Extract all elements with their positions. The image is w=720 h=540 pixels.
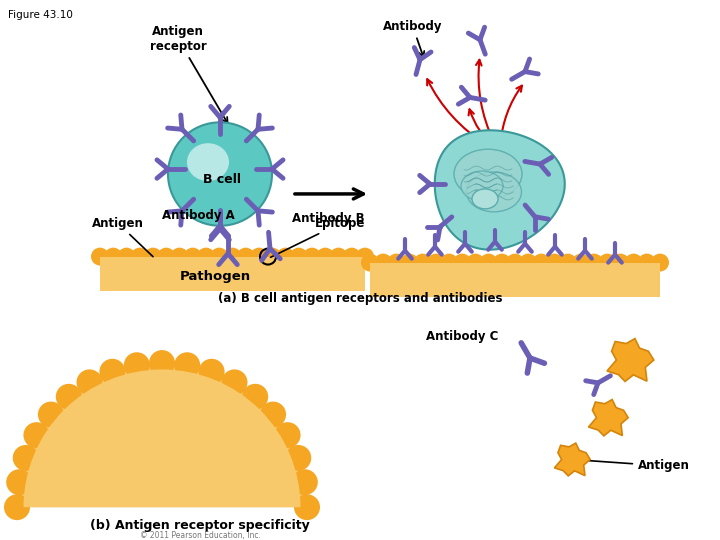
Circle shape — [124, 352, 150, 378]
Circle shape — [467, 254, 485, 272]
Circle shape — [625, 254, 643, 272]
Text: Antibody B: Antibody B — [292, 212, 364, 225]
Polygon shape — [588, 400, 628, 436]
Wedge shape — [24, 369, 300, 507]
Circle shape — [242, 384, 269, 410]
Circle shape — [427, 254, 445, 272]
Circle shape — [4, 494, 30, 520]
Bar — [100, 256, 365, 292]
Circle shape — [330, 248, 348, 266]
Bar — [100, 256, 365, 292]
Circle shape — [480, 254, 498, 272]
Text: Antibody: Antibody — [383, 20, 443, 57]
Circle shape — [99, 359, 125, 384]
Circle shape — [651, 254, 669, 272]
Circle shape — [144, 248, 162, 266]
Circle shape — [611, 254, 629, 272]
Circle shape — [454, 254, 472, 272]
Polygon shape — [435, 130, 564, 249]
Circle shape — [492, 254, 510, 272]
Circle shape — [400, 254, 418, 272]
Circle shape — [250, 248, 268, 266]
Text: Antigen
receptor: Antigen receptor — [150, 25, 228, 123]
Bar — [370, 262, 660, 298]
Wedge shape — [17, 363, 307, 507]
Ellipse shape — [454, 149, 522, 199]
Circle shape — [374, 254, 392, 272]
Text: B cell: B cell — [203, 172, 241, 186]
Circle shape — [174, 352, 200, 378]
Circle shape — [289, 248, 307, 266]
Circle shape — [76, 369, 102, 395]
Circle shape — [598, 254, 616, 272]
Circle shape — [546, 254, 564, 272]
Circle shape — [638, 254, 656, 272]
Circle shape — [264, 248, 282, 266]
Circle shape — [117, 248, 135, 266]
Circle shape — [55, 384, 82, 410]
Ellipse shape — [461, 171, 503, 201]
Circle shape — [104, 248, 122, 266]
Text: (b) Antigen receptor specificity: (b) Antigen receptor specificity — [90, 518, 310, 531]
Circle shape — [303, 248, 321, 266]
Polygon shape — [607, 339, 654, 381]
Circle shape — [572, 254, 590, 272]
Polygon shape — [554, 443, 590, 476]
Circle shape — [440, 254, 458, 272]
Text: © 2011 Pearson Education, Inc.: © 2011 Pearson Education, Inc. — [140, 531, 261, 539]
Circle shape — [294, 494, 320, 520]
Circle shape — [414, 254, 432, 272]
Ellipse shape — [467, 172, 521, 212]
Circle shape — [356, 248, 374, 266]
Text: Antibody C: Antibody C — [426, 329, 498, 343]
Circle shape — [361, 254, 379, 272]
Circle shape — [343, 248, 361, 266]
Circle shape — [285, 445, 311, 471]
Circle shape — [210, 248, 228, 266]
Circle shape — [157, 248, 175, 266]
Circle shape — [585, 254, 603, 272]
Circle shape — [38, 402, 64, 428]
Circle shape — [171, 248, 189, 266]
Circle shape — [532, 254, 550, 272]
Circle shape — [260, 402, 286, 428]
Text: Figure 43.10: Figure 43.10 — [8, 10, 73, 20]
Text: Antibody A: Antibody A — [161, 210, 235, 222]
Circle shape — [6, 469, 32, 495]
Bar — [370, 262, 660, 298]
Circle shape — [519, 254, 537, 272]
Text: Antigen: Antigen — [577, 457, 690, 472]
Circle shape — [223, 248, 241, 266]
Circle shape — [559, 254, 577, 272]
Ellipse shape — [187, 143, 229, 181]
Circle shape — [387, 254, 405, 272]
Circle shape — [149, 350, 175, 376]
Circle shape — [168, 123, 272, 226]
Circle shape — [276, 248, 294, 266]
Text: Pathogen: Pathogen — [179, 270, 251, 283]
Circle shape — [222, 369, 248, 395]
Circle shape — [184, 248, 202, 266]
Circle shape — [316, 248, 334, 266]
Circle shape — [91, 248, 109, 266]
Circle shape — [24, 422, 50, 448]
Circle shape — [237, 248, 255, 266]
Circle shape — [197, 248, 215, 266]
Circle shape — [274, 422, 300, 448]
Circle shape — [506, 254, 524, 272]
Text: Epitope: Epitope — [271, 217, 365, 258]
Circle shape — [292, 469, 318, 495]
Circle shape — [13, 445, 39, 471]
Circle shape — [131, 248, 149, 266]
Text: (a) B cell antigen receptors and antibodies: (a) B cell antigen receptors and antibod… — [217, 292, 503, 305]
Text: Antigen: Antigen — [92, 217, 153, 256]
Ellipse shape — [472, 189, 498, 209]
Circle shape — [199, 359, 225, 384]
